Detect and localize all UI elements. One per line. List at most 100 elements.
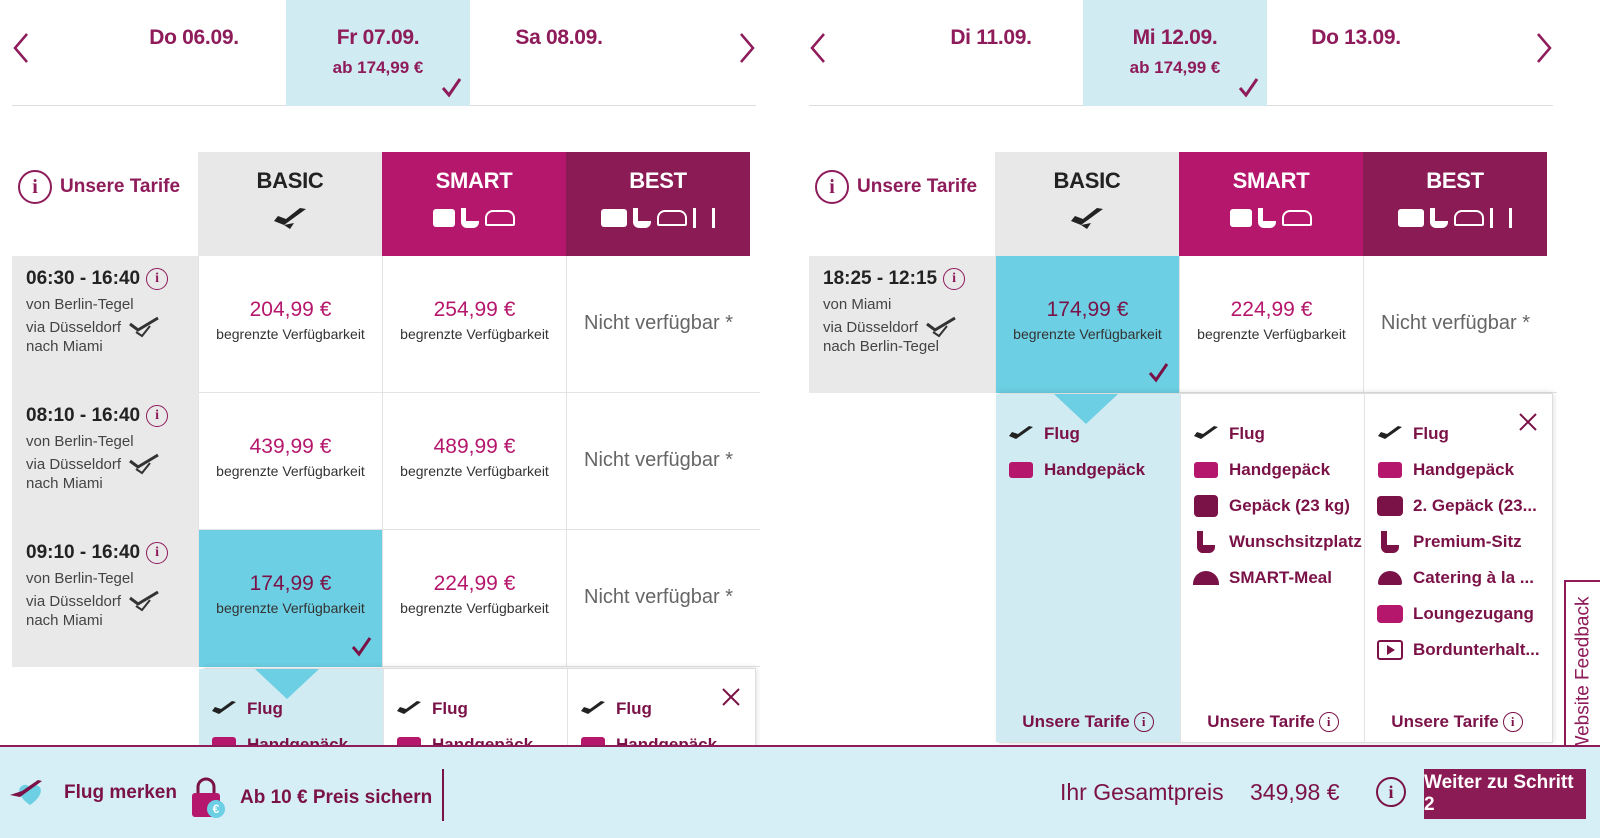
- plane-icon: [274, 208, 306, 229]
- fare-cell-smart[interactable]: 224,99 € begrenzte Verfügbarkeit: [1179, 256, 1363, 393]
- info-icon: i: [1133, 712, 1154, 732]
- fare-unavailable: Nicht verfügbar *: [584, 449, 733, 471]
- flight-info: 09:10 - 16:40 i von Berlin-Tegel via Düss…: [12, 530, 198, 667]
- info-icon[interactable]: i: [146, 542, 169, 564]
- tariff-info-footer-link[interactable]: Unsere Tarife i: [1181, 712, 1365, 732]
- prev-date-arrow-icon[interactable]: [809, 30, 827, 66]
- heart-plane-icon: [10, 780, 42, 805]
- flight-time: 18:25 - 12:15: [823, 268, 938, 289]
- checkmark-icon: [351, 637, 372, 657]
- info-icon[interactable]: i: [943, 268, 966, 290]
- lock-euro-icon: €: [192, 777, 225, 818]
- feature-item: Flug: [199, 691, 383, 727]
- flight-via: via Düsseldorf: [26, 593, 122, 610]
- selection-pointer: [1054, 394, 1118, 424]
- handbag-icon: [1006, 458, 1036, 482]
- seat-icon: [1258, 208, 1276, 228]
- date-label: Di 11.09.: [950, 26, 1032, 49]
- fare-price: 254,99 €: [433, 298, 516, 321]
- tariff-info-link[interactable]: i Unsere Tarife: [815, 170, 977, 204]
- lounge-sofa-icon: [1375, 602, 1405, 626]
- plane-icon: [394, 697, 424, 721]
- feature-item: Flug: [996, 416, 1180, 452]
- tariff-info-footer-link[interactable]: Unsere Tarife i: [1365, 712, 1549, 732]
- secure-price-button[interactable]: € Ab 10 € Preis sichern: [188, 777, 432, 819]
- secure-price-label: Ab 10 € Preis sichern: [240, 787, 433, 808]
- suitcase-icon: [1191, 494, 1221, 518]
- fare-cell-basic[interactable]: 204,99 € begrenzte Verfügbarkeit: [198, 256, 382, 393]
- plane-icon: [209, 697, 239, 721]
- fare-cell-smart[interactable]: 489,99 € begrenzte Verfügbarkeit: [382, 393, 566, 530]
- info-icon[interactable]: i: [146, 405, 169, 427]
- fare-cell-basic-selected[interactable]: 174,99 € begrenzte Verfügbarkeit: [198, 530, 382, 667]
- feature-item: Flug: [1365, 416, 1548, 452]
- tariff-name: SMART: [435, 168, 513, 193]
- fare-cell-smart[interactable]: 224,99 € begrenzte Verfügbarkeit: [382, 530, 566, 667]
- tariff-info-label: Unsere Tarife: [60, 176, 181, 197]
- feature-item: Handgepäck: [1365, 452, 1548, 488]
- outbound-panel: Do 06.09. Fr 07.09. ab 174,99 € Sa 08.09…: [0, 0, 760, 745]
- date-option[interactable]: Di 11.09.: [899, 0, 1083, 106]
- fare-availability: begrenzte Verfügbarkeit: [1197, 326, 1346, 342]
- play-screen-icon: [1375, 638, 1405, 662]
- flight-time: 08:10 - 16:40: [26, 405, 141, 426]
- tariff-info-footer-link[interactable]: Unsere Tarife i: [996, 712, 1180, 732]
- lounge-icon: [1490, 208, 1512, 228]
- meal-icon: [1191, 566, 1221, 590]
- tariff-name: BEST: [1426, 168, 1484, 193]
- plane-icon: [1191, 422, 1221, 446]
- next-date-arrow-icon[interactable]: [1535, 30, 1553, 66]
- bag-icon: [433, 209, 455, 227]
- tariff-header-basic: BASIC: [995, 152, 1179, 256]
- date-label: Do 13.09.: [1311, 26, 1401, 49]
- flight-info: 06:30 - 16:40 i von Berlin-Tegel via Düss…: [12, 256, 198, 393]
- date-option-selected[interactable]: Mi 12.09. ab 174,99 €: [1083, 0, 1267, 106]
- fare-unavailable: Nicht verfügbar *: [1381, 312, 1530, 334]
- date-option[interactable]: Do 06.09.: [102, 0, 286, 106]
- date-option[interactable]: Sa 08.09.: [467, 0, 651, 106]
- date-option[interactable]: Do 13.09.: [1264, 0, 1448, 106]
- flight-destination: nach Miami: [26, 612, 103, 629]
- flight-row: 09:10 - 16:40 i von Berlin-Tegel via Düss…: [12, 530, 760, 667]
- flight-via: via Düsseldorf: [26, 319, 122, 336]
- total-price-label: Ihr Gesamtpreis: [1060, 779, 1224, 805]
- feedback-label: Website Feedback: [1572, 596, 1594, 754]
- fare-price: 489,99 €: [433, 435, 516, 458]
- remember-flight-button[interactable]: Flug merken: [8, 777, 177, 809]
- info-icon: i: [18, 170, 52, 204]
- feature-item: Handgepäck: [1181, 452, 1364, 488]
- fare-cell-basic-selected[interactable]: 174,99 € begrenzte Verfügbarkeit: [995, 256, 1179, 393]
- website-feedback-tab[interactable]: Website Feedback: [1564, 580, 1600, 770]
- tariff-info-link[interactable]: i Unsere Tarife: [18, 170, 180, 204]
- info-icon[interactable]: i: [146, 268, 169, 290]
- fare-cell-basic[interactable]: 439,99 € begrenzte Verfügbarkeit: [198, 393, 382, 530]
- date-label: Sa 08.09.: [515, 26, 603, 49]
- tariff-header-smart: SMART: [382, 152, 566, 256]
- fare-price: 224,99 €: [1230, 298, 1313, 321]
- prev-date-arrow-icon[interactable]: [12, 30, 30, 66]
- info-icon[interactable]: i: [1376, 777, 1406, 807]
- bottom-bar: Flug merken € Ab 10 € Preis sichern Ihr …: [0, 745, 1600, 838]
- close-icon[interactable]: [1518, 412, 1538, 432]
- fare-cell-smart[interactable]: 254,99 € begrenzte Verfügbarkeit: [382, 256, 566, 393]
- handbag-icon: [1191, 458, 1221, 482]
- fare-availability: begrenzte Verfügbarkeit: [216, 326, 365, 342]
- total-price-value: 349,98 €: [1250, 779, 1340, 805]
- date-option-selected[interactable]: Fr 07.09. ab 174,99 €: [286, 0, 470, 106]
- feature-item: Bordunterhalt...: [1365, 632, 1548, 668]
- handbag-icon: [1375, 458, 1405, 482]
- date-label: Mi 12.09.: [1132, 26, 1218, 49]
- flight-origin: von Berlin-Tegel: [26, 570, 134, 587]
- handbag-icon: [209, 733, 239, 745]
- plane-icon: [1006, 422, 1036, 446]
- next-step-button[interactable]: Weiter zu Schritt 2: [1424, 769, 1586, 819]
- feature-item: Premium-Sitz: [1365, 524, 1548, 560]
- meal-icon: [1282, 210, 1312, 226]
- info-icon: i: [1318, 712, 1339, 732]
- next-date-arrow-icon[interactable]: [738, 30, 756, 66]
- close-icon[interactable]: [721, 687, 741, 707]
- flight-origin: von Berlin-Tegel: [26, 296, 134, 313]
- fare-availability: begrenzte Verfügbarkeit: [400, 600, 549, 616]
- feature-item: 2. Gepäck (23...: [1365, 488, 1548, 524]
- checkmark-icon: [1238, 78, 1259, 98]
